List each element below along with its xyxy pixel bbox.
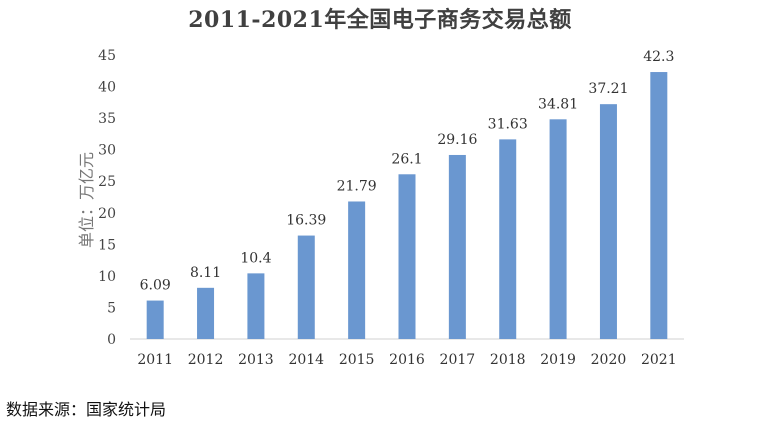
bar-data-label: 6.09 (140, 278, 171, 294)
bar-data-label: 10.4 (240, 250, 271, 266)
source-note: 数据来源：国家统计局 (6, 400, 167, 419)
bar-data-label: 37.21 (588, 81, 628, 97)
bar (549, 119, 567, 340)
x-tick-label: 2011 (137, 352, 173, 368)
y-tick-label: 20 (98, 206, 116, 222)
y-tick-label: 10 (98, 269, 116, 285)
bar-data-label: 16.39 (286, 213, 326, 229)
y-tick-label: 40 (98, 80, 116, 96)
y-tick-label: 35 (98, 111, 116, 127)
x-tick-label: 2021 (641, 352, 677, 368)
bar (297, 235, 315, 339)
x-tick-label: 2012 (188, 352, 224, 368)
bar-data-label: 29.16 (437, 132, 477, 148)
y-axis-label: 单位：万亿元 (77, 152, 96, 248)
y-tick-label: 5 (107, 300, 116, 316)
x-tick-label: 2019 (540, 352, 576, 368)
bar (599, 104, 617, 339)
y-tick-label: 45 (98, 48, 116, 64)
x-tick-label: 2016 (389, 352, 425, 368)
bar (146, 300, 164, 339)
bar (247, 273, 265, 339)
x-tick-label: 2015 (339, 352, 375, 368)
bar-data-label: 8.11 (190, 265, 221, 281)
bar-data-label: 21.79 (337, 178, 377, 194)
bar (398, 174, 416, 339)
y-tick-label: 30 (98, 143, 116, 159)
bar (197, 287, 215, 339)
chart-title: 2011-2021年全国电子商务交易总额 (188, 7, 572, 33)
bar (348, 201, 366, 339)
y-tick-label: 15 (98, 237, 116, 253)
bar-data-label: 31.63 (488, 116, 528, 132)
bar (448, 154, 466, 339)
bar-chart: 0 5 10 15 20 25 30 35 40 45 单位：万亿元 6.09 2011 8.11 2012… (77, 48, 684, 368)
bar-data-label: 34.81 (538, 96, 578, 112)
bar (499, 139, 517, 339)
bar-data-label: 26.1 (391, 151, 422, 167)
x-tick-label: 2017 (440, 352, 476, 368)
bar-data-label: 42.3 (643, 49, 674, 65)
y-tick-label: 0 (107, 332, 116, 348)
x-tick-label: 2013 (238, 352, 274, 368)
y-tick-label: 25 (98, 174, 116, 190)
x-tick-label: 2018 (490, 352, 526, 368)
bar (650, 72, 668, 339)
x-tick-label: 2014 (288, 352, 324, 368)
x-tick-label: 2020 (591, 352, 627, 368)
